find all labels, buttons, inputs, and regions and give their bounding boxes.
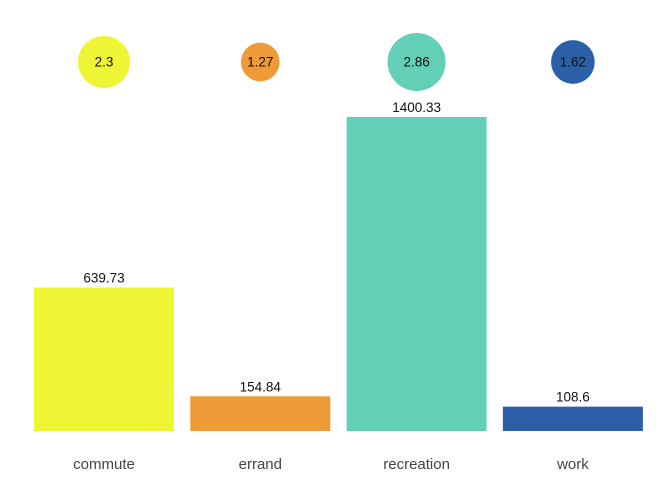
bar-recreation xyxy=(346,117,487,431)
bubble-errand xyxy=(240,42,280,82)
bar-value-label-work: 108.6 xyxy=(556,390,590,405)
category-label-work: work xyxy=(556,456,589,473)
category-axis: commute errand recreation work xyxy=(73,456,589,473)
bars-layer: 639.73 154.84 1400.33 108.6 xyxy=(34,100,643,431)
bubble-value-label-commute: 2.3 xyxy=(95,55,114,70)
bubble-value-label-recreation: 2.86 xyxy=(403,55,429,70)
category-label-errand: errand xyxy=(239,456,282,473)
category-label-recreation: recreation xyxy=(383,456,450,473)
bar-errand xyxy=(190,396,331,431)
bubble-recreation xyxy=(387,33,446,91)
bar-commute xyxy=(34,287,174,431)
bubble-value-label-work: 1.62 xyxy=(560,55,586,70)
bubble-commute xyxy=(77,35,131,89)
bubble-work xyxy=(551,40,595,84)
bar-value-label-recreation: 1400.33 xyxy=(392,100,441,115)
bar-value-label-commute: 639.73 xyxy=(83,271,124,286)
bubbles-layer: 2.3 1.27 2.86 1.62 xyxy=(77,33,595,91)
bar-value-label-errand: 154.84 xyxy=(240,379,282,394)
bar-work xyxy=(502,406,643,431)
bubble-value-label-errand: 1.27 xyxy=(247,55,273,70)
category-label-commute: commute xyxy=(73,456,135,473)
